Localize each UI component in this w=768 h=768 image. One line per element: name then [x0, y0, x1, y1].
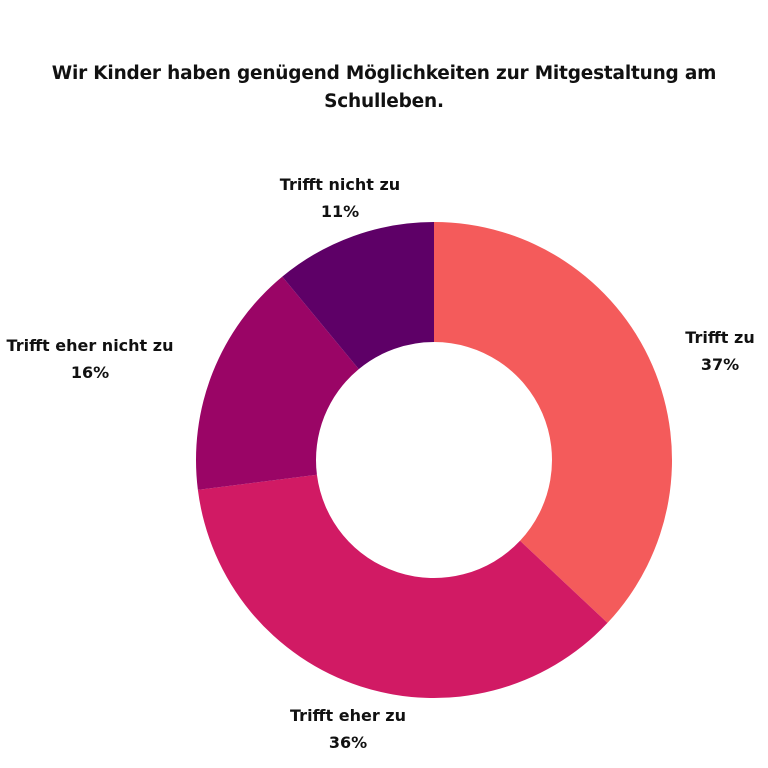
chart-title-line-1: Wir Kinder haben genügend Möglichkeiten …	[51, 63, 717, 84]
slice-value-label: 37%	[700, 355, 740, 374]
slice-label-text: Trifft eher zu	[290, 706, 406, 725]
slice-label-trifft-zu: Trifft zu 37%	[685, 324, 754, 378]
donut-slice-trifft-eher-nicht-zu	[196, 276, 359, 490]
slice-value-label: 16%	[70, 363, 110, 382]
chart-title: Wir Kinder haben genügend Möglichkeiten …	[0, 60, 768, 116]
slice-label-text: Trifft zu	[685, 328, 755, 347]
slice-value-label: 11%	[320, 202, 360, 221]
slice-label-trifft-eher-zu: Trifft eher zu 36%	[290, 702, 406, 756]
donut-slice-trifft-nicht-zu	[282, 222, 434, 370]
donut-slices	[196, 222, 673, 699]
slice-label-trifft-eher-nicht-zu: Trifft eher nicht zu 16%	[7, 332, 174, 386]
slice-label-text: Trifft nicht zu	[279, 175, 401, 194]
chart-title-line-2: Schulleben.	[324, 91, 444, 112]
donut-slice-trifft-eher-zu	[197, 474, 608, 699]
slice-value-label: 36%	[328, 733, 368, 752]
donut-slice-trifft-zu	[434, 222, 673, 623]
slice-label-trifft-nicht-zu: Trifft nicht zu 11%	[280, 171, 400, 225]
slice-label-text: Trifft eher nicht zu	[6, 336, 174, 355]
